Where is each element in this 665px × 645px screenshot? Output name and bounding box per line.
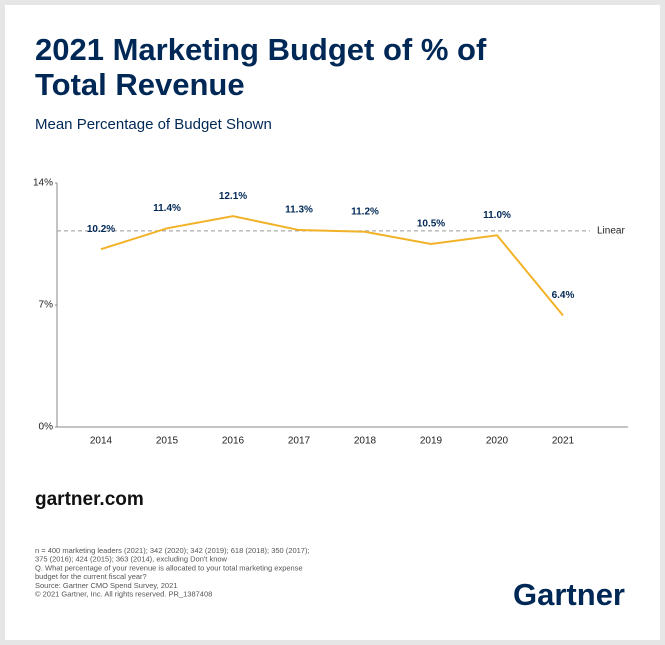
data-label: 6.4% [552,290,575,301]
footnote: Source: Gartner CMO Spend Survey, 2021 [35,581,177,590]
y-tick-label: 0% [39,422,54,433]
site: gartner.com [35,489,144,510]
data-label: 11.4% [153,203,181,214]
data-label: 11.2% [351,206,379,217]
x-tick-label: 2016 [222,436,245,447]
chart-title: 2021 Marketing Budget of % of [35,32,487,67]
card: 2021 Marketing Budget of % of Total Reve… [5,5,660,640]
logo: Gartner [513,577,625,612]
x-tick-label: 2021 [552,436,575,447]
x-tick-label: 2018 [354,436,377,447]
chart-title: Total Revenue [35,67,245,102]
data-label: 10.5% [417,219,445,230]
x-tick-label: 2020 [486,436,509,447]
data-label: 11.3% [285,205,313,216]
x-tick-label: 2017 [288,436,311,447]
reference-label: Linear [597,226,625,237]
footnote: n = 400 marketing leaders (2021); 342 (2… [35,546,310,555]
chart-subtitle: Mean Percentage of Budget Shown [35,116,272,133]
x-tick-label: 2019 [420,436,443,447]
x-tick-label: 2014 [90,436,113,447]
footnote: © 2021 Gartner, Inc. All rights reserved… [35,589,212,598]
footnote: budget for the current fiscal year? [35,572,147,581]
chart: 2021 Marketing Budget of % of Total Reve… [33,32,628,612]
x-tick-label: 2015 [156,436,179,447]
line [100,215,564,317]
data-label: 12.1% [219,191,247,202]
footnote: 375 (2016); 424 (2015); 363 (2014), excl… [35,555,228,564]
y-tick-label: 14% [33,178,53,189]
y-tick-label: 7% [39,300,54,311]
data-label: 11.0% [483,210,511,221]
data-label: 10.2% [87,224,115,235]
footnote: Q. What percentage of your revenue is al… [35,563,303,572]
